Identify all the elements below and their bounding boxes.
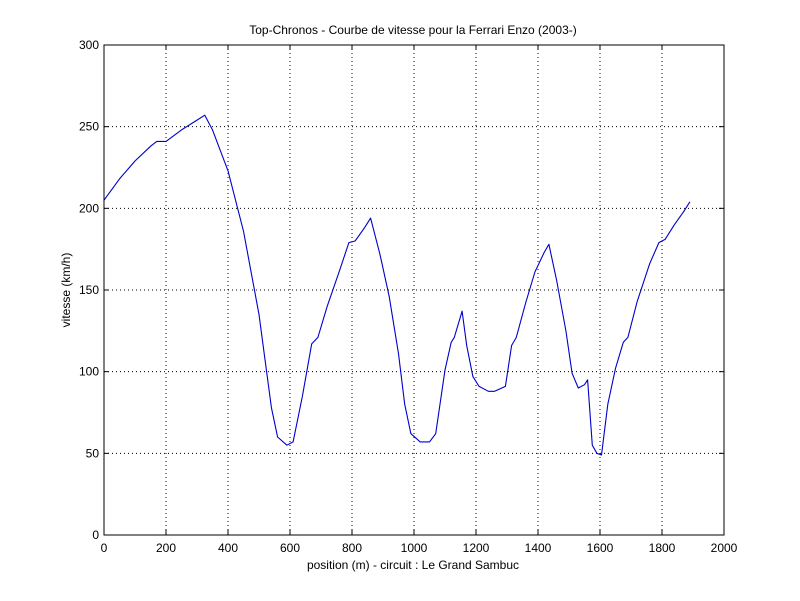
x-tick-label: 0: [101, 541, 108, 555]
x-tick-label: 1800: [649, 541, 676, 555]
y-tick-label: 100: [79, 365, 99, 379]
x-tick-label: 1600: [587, 541, 614, 555]
axis-ticks: 0 200 400 600 800 1000 1200 1400 1600 1800 2000 0 50…: [79, 38, 738, 555]
x-tick-label: 800: [342, 541, 362, 555]
speed-series-line: [103, 114, 691, 456]
x-tick-label: 600: [280, 541, 300, 555]
x-tick-label: 1400: [525, 541, 552, 555]
y-tick-label: 150: [79, 283, 99, 297]
y-tick-label: 300: [79, 38, 99, 52]
chart-title: Top-Chronos - Courbe de vitesse pour la …: [249, 23, 576, 37]
y-axis-label: vitesse (km/h): [59, 253, 73, 328]
y-tick-label: 0: [92, 528, 99, 542]
x-tick-label: 200: [156, 541, 176, 555]
x-tick-label: 2000: [711, 541, 738, 555]
y-tick-label: 250: [79, 120, 99, 134]
series-layer: [103, 114, 691, 456]
x-tick-label: 1200: [463, 541, 490, 555]
x-axis-label: position (m) - circuit : Le Grand Sambuc: [307, 558, 519, 572]
x-tick-label: 1000: [401, 541, 428, 555]
x-tick-label: 400: [218, 541, 238, 555]
y-tick-label: 200: [79, 201, 99, 215]
y-tick-label: 50: [86, 446, 100, 460]
grid-lines: [104, 45, 724, 535]
